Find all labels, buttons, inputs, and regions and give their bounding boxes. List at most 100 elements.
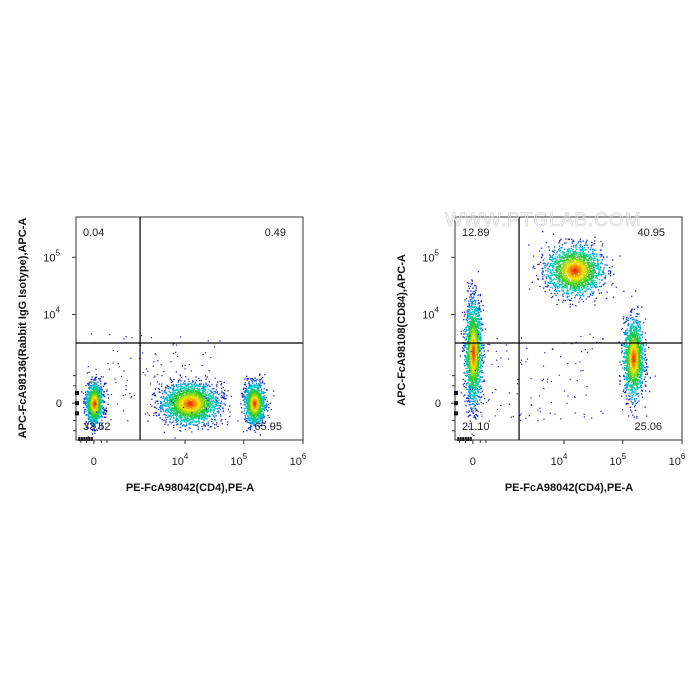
event-dot [194, 382, 196, 384]
event-dot [185, 390, 187, 392]
event-dot [99, 410, 102, 412]
event-dot [200, 414, 202, 416]
event-dot [165, 387, 168, 389]
event-dot [251, 393, 253, 395]
event-dot [93, 420, 95, 422]
event-dot [173, 413, 175, 415]
event-dot [171, 384, 173, 387]
event-dot [180, 430, 182, 432]
event-dot [256, 397, 258, 400]
event-dot [164, 403, 166, 405]
event-dot [259, 410, 261, 412]
event-dot [186, 389, 188, 391]
event-dot [201, 417, 203, 419]
event-dot [180, 423, 182, 425]
event-dot [193, 408, 195, 411]
event-dot [88, 422, 90, 424]
event-dot [202, 405, 204, 407]
event-dot [213, 406, 215, 408]
event-dot [86, 414, 89, 416]
event-dot [99, 396, 101, 398]
event-dot [100, 389, 102, 391]
event-dot [211, 388, 213, 390]
event-dot [180, 409, 182, 411]
event-dot [89, 411, 92, 413]
event-dot [199, 412, 201, 414]
event-dot [263, 388, 265, 390]
event-dot [247, 402, 250, 404]
event-dot [173, 395, 176, 397]
event-dot [221, 394, 223, 397]
event-dot [101, 388, 103, 390]
event-dot [194, 387, 196, 390]
event-dot [182, 420, 184, 422]
event-dot [191, 399, 193, 401]
event-dot [185, 376, 187, 378]
event-dot [226, 424, 228, 426]
event-dot [167, 416, 169, 418]
event-dot [184, 399, 186, 401]
event-dot [96, 409, 98, 412]
event-dot [255, 403, 258, 405]
event-dot [153, 394, 155, 396]
event-dot [91, 376, 93, 378]
event-dot [90, 387, 92, 389]
event-dot [185, 398, 187, 400]
event-dot [181, 397, 184, 400]
event-dot [185, 410, 187, 412]
event-dot [180, 414, 182, 416]
event-dot [195, 405, 197, 407]
event-dot [192, 398, 194, 400]
event-dot [206, 385, 209, 387]
event-dot [161, 390, 163, 392]
event-dot [204, 408, 206, 410]
event-dot [167, 405, 169, 408]
event-dot [247, 400, 249, 402]
event-dot [199, 409, 201, 411]
event-dot [167, 386, 169, 388]
event-dot [190, 402, 193, 404]
event-dot [193, 417, 195, 420]
event-dot [179, 386, 182, 388]
event-dot [257, 413, 259, 415]
event-dot [97, 394, 99, 397]
event-dot [176, 389, 178, 391]
event-dot [227, 421, 229, 423]
event-dot [253, 417, 255, 419]
event-dot [262, 411, 264, 413]
event-dot [198, 397, 200, 399]
event-dot [261, 402, 263, 404]
event-dot [257, 384, 259, 386]
event-dot [172, 413, 174, 415]
event-dot [246, 379, 248, 381]
event-dot [158, 388, 161, 390]
event-dot [262, 419, 264, 421]
event-dot [90, 410, 92, 412]
event-dot [87, 394, 89, 396]
event-dot [211, 413, 213, 416]
event-dot [184, 391, 186, 394]
event-dot [185, 394, 188, 396]
event-dot [95, 385, 97, 387]
event-dot [169, 421, 171, 423]
event-dot [254, 425, 256, 427]
event-dot [159, 408, 162, 410]
event-dot [94, 415, 96, 418]
event-dot [197, 390, 199, 393]
event-dot [92, 386, 94, 388]
event-dot [245, 397, 247, 399]
event-dot [199, 383, 202, 386]
event-dot [201, 406, 203, 408]
event-dot [187, 403, 189, 405]
event-dot [266, 389, 268, 391]
event-dot [245, 405, 247, 407]
event-dot [88, 383, 90, 385]
event-dot [165, 392, 168, 394]
event-dot [204, 410, 206, 412]
event-dot [205, 385, 207, 387]
event-dot [198, 391, 200, 393]
event-dot [194, 385, 196, 387]
event-dot [184, 402, 186, 404]
event-dot [208, 388, 210, 391]
event-dot [188, 420, 190, 422]
